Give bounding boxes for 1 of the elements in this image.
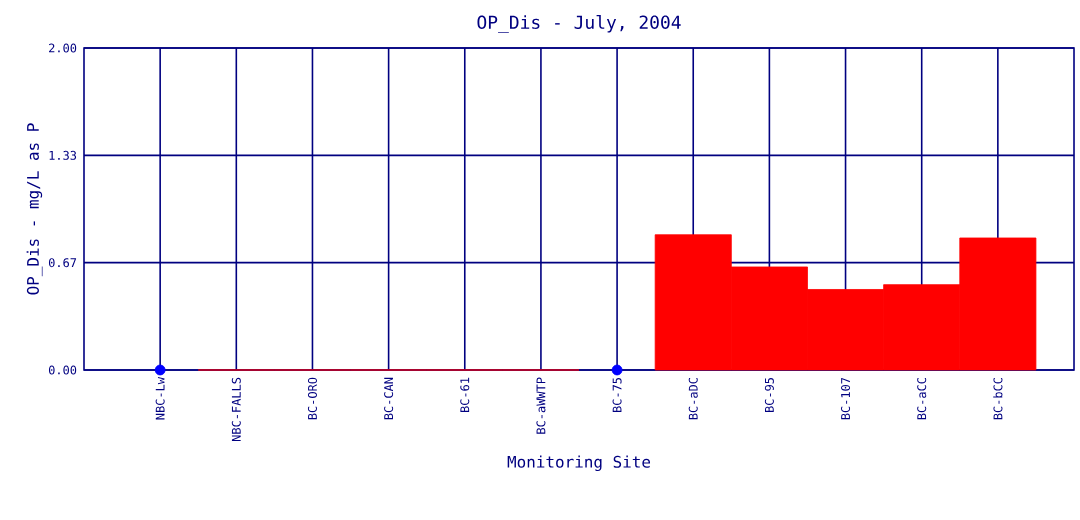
- chart-title: OP_Dis - July, 2004: [477, 15, 681, 33]
